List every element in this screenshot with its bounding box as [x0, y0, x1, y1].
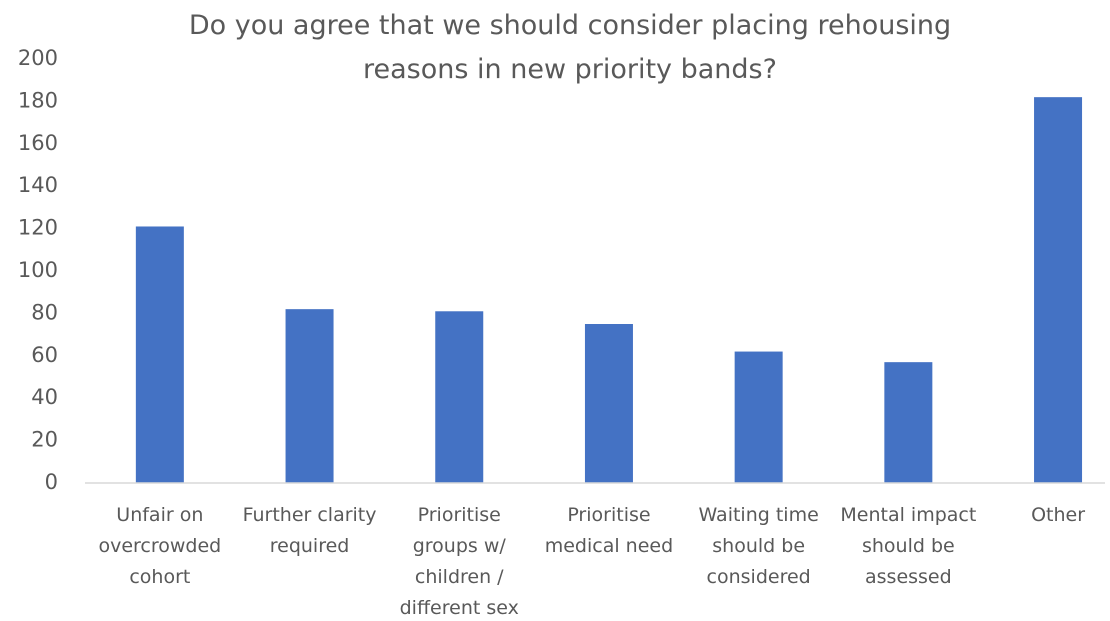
y-tick-label: 140: [18, 173, 58, 197]
y-tick-label: 40: [31, 385, 58, 409]
bar: [435, 311, 484, 483]
bar: [135, 226, 184, 484]
x-tick-label: Other: [1031, 504, 1086, 526]
bar: [884, 362, 933, 483]
x-tick-label: Further clarity required: [242, 504, 377, 557]
x-tick-label: Prioritise groups w/ children / differen…: [399, 504, 519, 619]
bar: [1034, 97, 1083, 483]
y-tick-label: 20: [31, 428, 58, 452]
y-tick-label: 120: [18, 216, 58, 240]
y-tick-label: 60: [31, 343, 58, 367]
x-tick-label: Waiting time should be considered: [698, 504, 819, 588]
y-tick-label: 100: [18, 258, 58, 282]
x-tick-label: Prioritise medical need: [544, 504, 674, 557]
y-tick-label: 200: [18, 46, 58, 70]
bar: [285, 309, 334, 483]
y-tick-label: 80: [31, 300, 58, 324]
y-tick-label: 0: [45, 470, 58, 494]
chart-title: Do you agree that we should consider pla…: [188, 10, 952, 85]
y-tick-label: 160: [18, 131, 58, 155]
bar: [584, 324, 633, 483]
bar: [734, 351, 783, 483]
x-tick-label: Unfair on overcrowded cohort: [98, 504, 222, 588]
x-tick-label: Mental impact should be assessed: [840, 504, 977, 588]
y-tick-label: 180: [18, 88, 58, 112]
